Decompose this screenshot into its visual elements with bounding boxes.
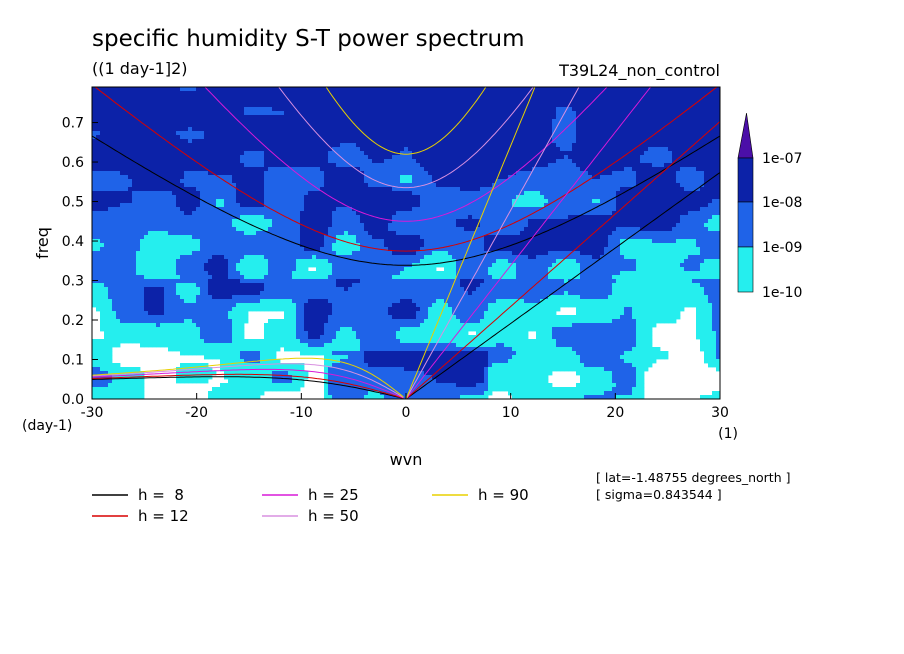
y-tick-label: 0.6 — [62, 155, 84, 171]
x-tick-label: -30 — [81, 405, 104, 421]
x-tick-label: 10 — [502, 405, 520, 421]
run-label: T39L24_non_control — [558, 61, 720, 81]
y-tick-label: 0.4 — [62, 234, 84, 250]
curve-h8-kelvin — [405, 172, 720, 399]
colorbar-top-arrow — [737, 112, 754, 159]
curve-h12-kelvin — [405, 121, 720, 399]
sigma-annotation: [ sigma=0.843544 ] — [596, 487, 722, 502]
curve-h90-gravity — [325, 87, 487, 155]
colorbar-label: 1e-08 — [762, 195, 802, 211]
y-tick-label: 0.5 — [62, 195, 84, 211]
curve-h25-gravity — [204, 87, 608, 222]
x-axis: -30 -20 -10 0 10 20 30 — [81, 393, 729, 421]
colorbar-label: 1e-10 — [762, 285, 802, 301]
y-tick-label: 0.2 — [62, 313, 84, 329]
curve-h50-gravity — [278, 87, 534, 189]
x-axis-label: wvn — [390, 450, 423, 469]
y-tick-label: 0.1 — [62, 353, 84, 369]
heatmap-field — [92, 87, 720, 399]
y-axis: 0.0 0.1 0.2 0.3 0.4 0.5 0.6 0.7 — [62, 116, 98, 408]
legend: h = 8 h = 12 h = 25 h = 50 h = 90 — [92, 486, 529, 525]
x-tick-label: 20 — [606, 405, 624, 421]
x-tick-label: 30 — [711, 405, 729, 421]
curve-h90-rossby — [92, 357, 404, 398]
legend-label: h = 25 — [308, 486, 359, 504]
y-tick-label: 0.7 — [62, 116, 84, 132]
colorbar-segment — [737, 201, 754, 248]
curve-h25-kelvin — [405, 87, 652, 399]
colorbar-segment — [737, 157, 754, 203]
dispersion-curves — [92, 87, 720, 399]
legend-label: h = 12 — [138, 507, 189, 525]
y-tick-label: 0.3 — [62, 274, 84, 290]
legend-label: h = 90 — [478, 486, 529, 504]
colorbar-label: 1e-07 — [762, 151, 802, 167]
y-axis-label: freq — [33, 227, 52, 259]
colorbar-label: 1e-09 — [762, 240, 802, 256]
latitude-annotation: [ lat=-1.48755 degrees_north ] — [596, 470, 790, 485]
x-tick-label: 0 — [402, 405, 411, 421]
curve-h12-rossby — [92, 373, 404, 399]
chart-title: specific humidity S-T power spectrum — [92, 26, 524, 52]
curve-h12-gravity — [94, 87, 718, 252]
curve-h25-rossby — [92, 368, 404, 399]
curve-h8-gravity — [92, 135, 720, 266]
legend-label: h = 50 — [308, 507, 359, 525]
legend-label: h = 8 — [138, 486, 184, 504]
colorbar: 1e-07 1e-08 1e-09 1e-10 — [737, 112, 802, 301]
x-tick-label: -20 — [185, 405, 208, 421]
x-tick-label: -10 — [290, 405, 313, 421]
x-unit-label: (1) — [718, 426, 738, 442]
curve-h8-rossby — [92, 376, 404, 399]
y-unit-label: (day-1) — [22, 418, 72, 434]
colorbar-segment — [737, 246, 754, 293]
curve-h50-rossby — [92, 363, 404, 398]
curve-h50-kelvin — [405, 87, 580, 399]
chart-subtitle: ((1 day-1]2) — [92, 59, 188, 78]
y-tick-label: 0.0 — [62, 392, 84, 408]
curve-h90-kelvin — [405, 87, 536, 399]
